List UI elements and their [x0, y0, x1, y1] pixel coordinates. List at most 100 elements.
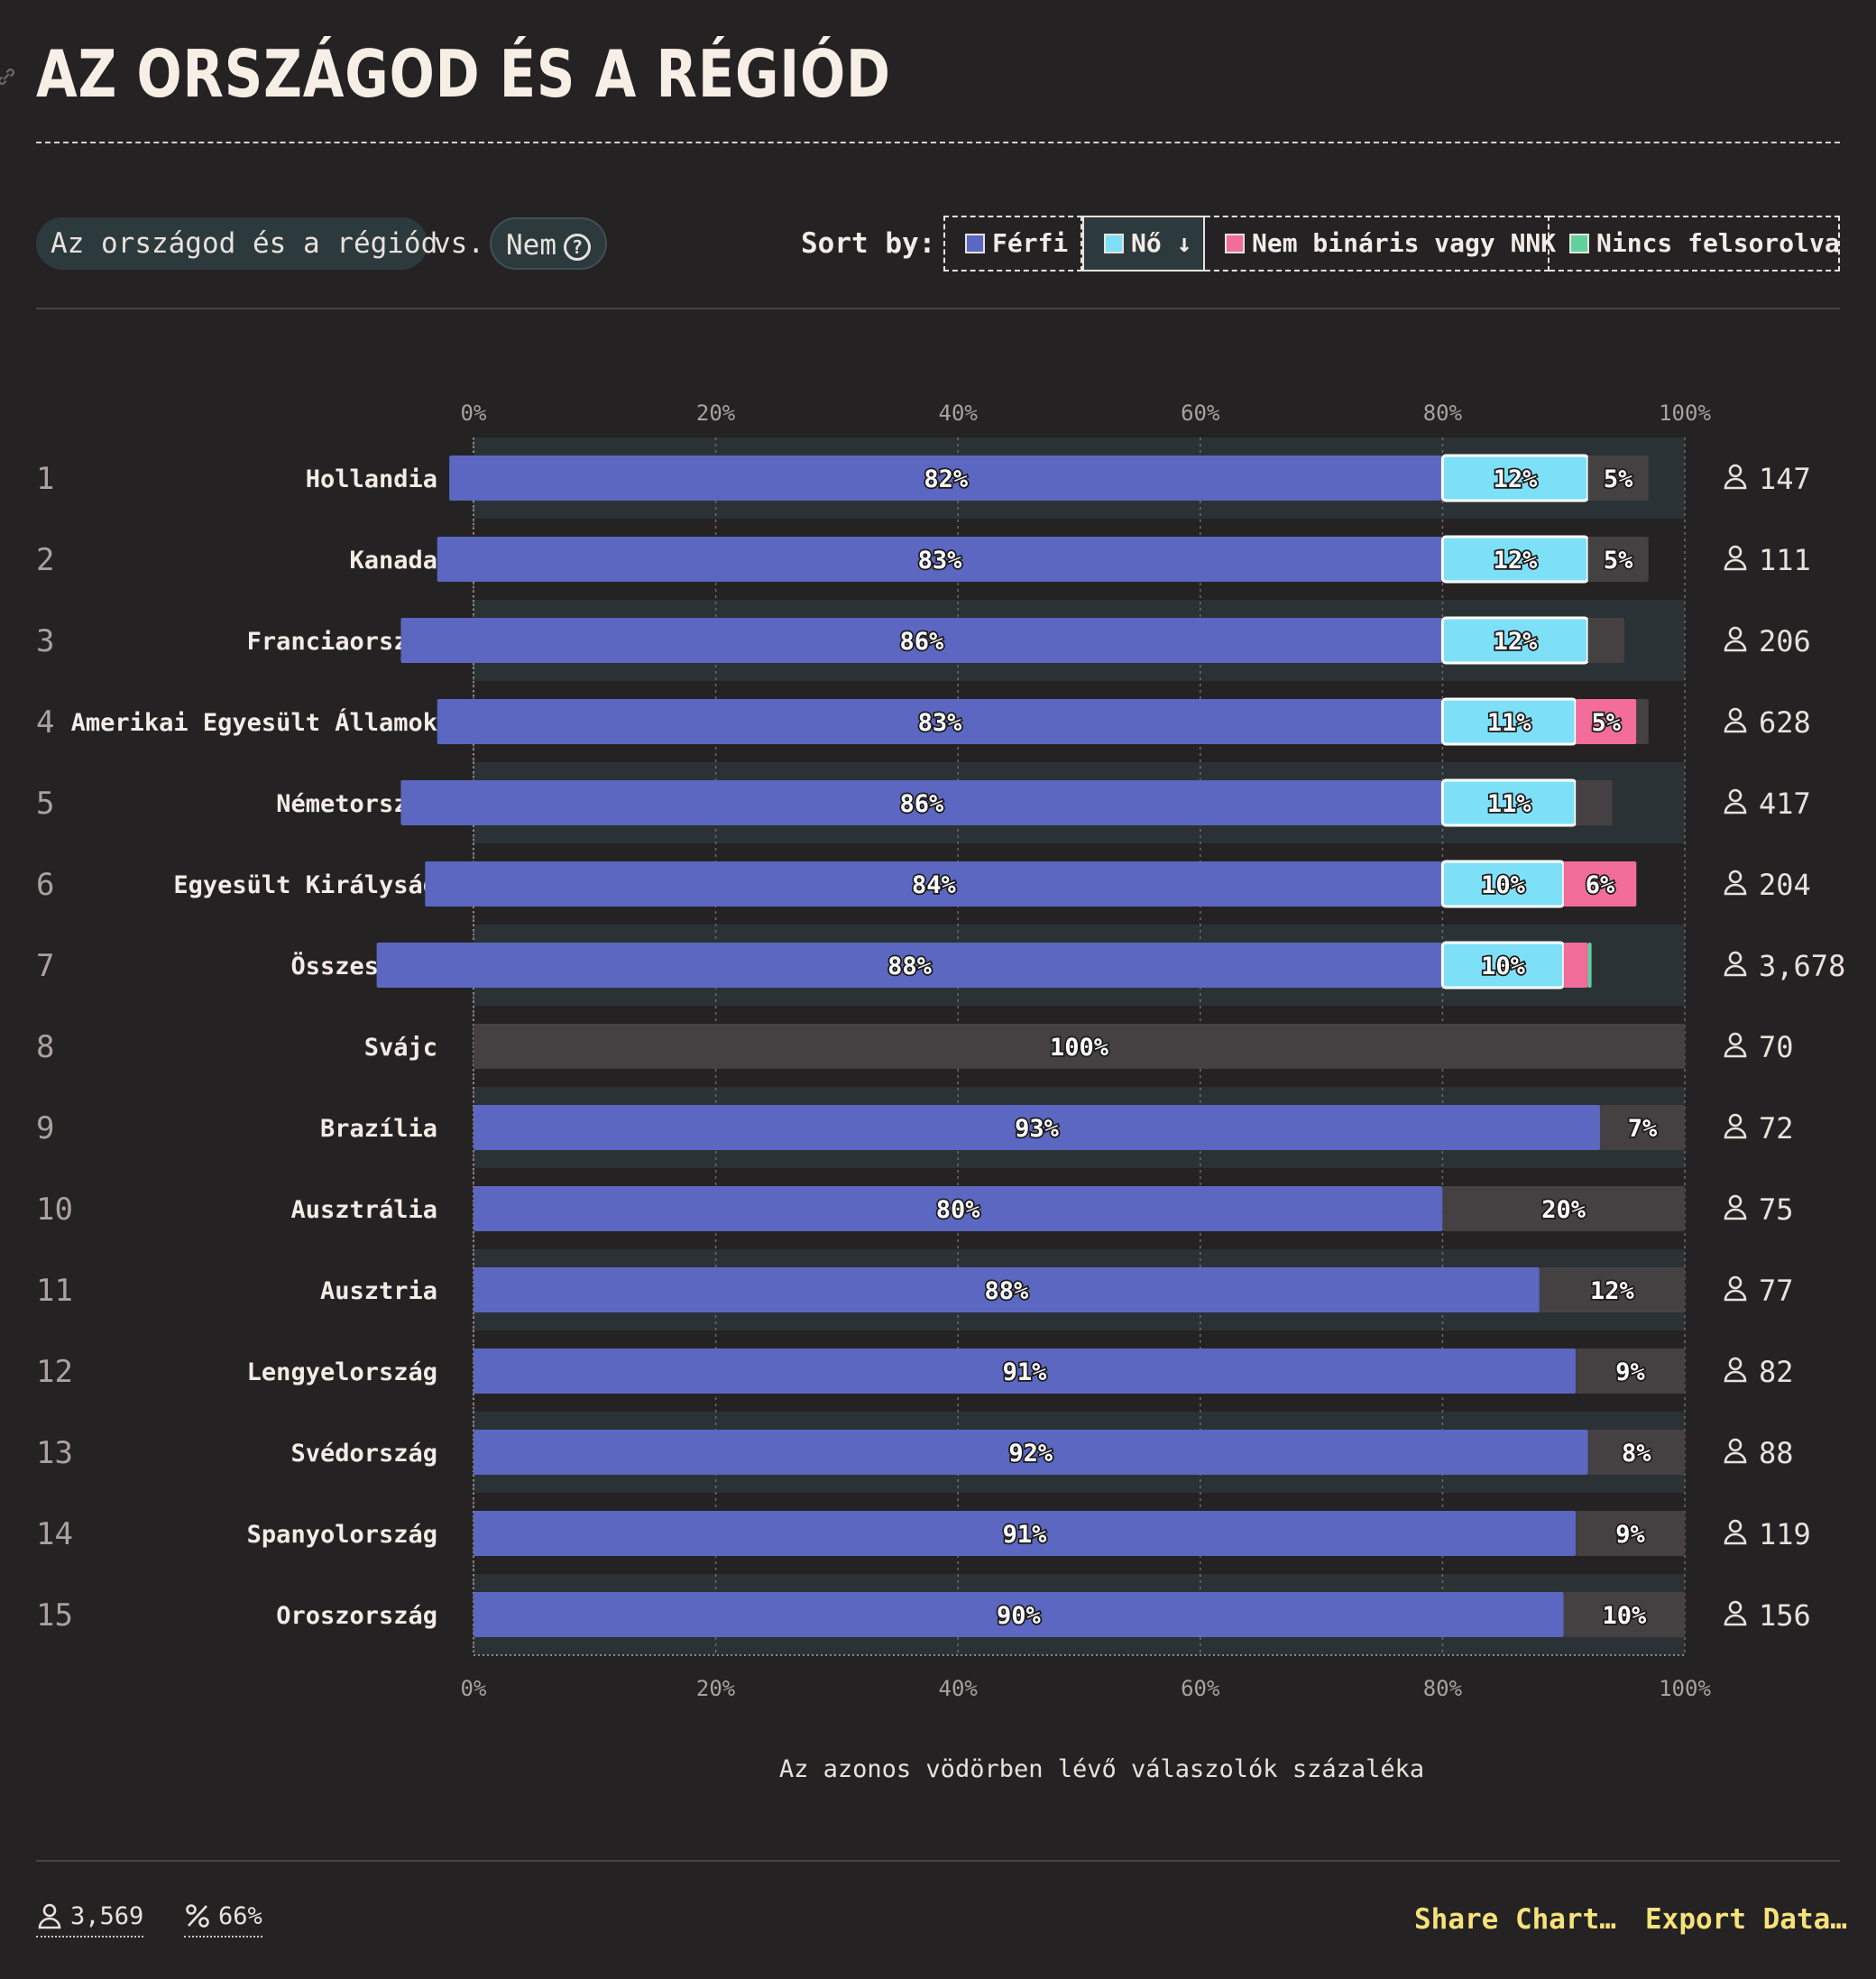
data-label: 80%: [936, 1196, 981, 1224]
group-select-label: Az országod és a régiód: [51, 227, 438, 260]
bar-segment: [1442, 1186, 1685, 1231]
category-label: Svájc: [364, 1034, 437, 1062]
rank-label: 10: [36, 1192, 73, 1228]
x-tick-label-bottom: 60%: [1181, 1676, 1220, 1701]
person-icon: [1724, 788, 1747, 815]
total-respondents-value: 3,569: [70, 1902, 144, 1930]
sort-option-label: Nő ↓: [1131, 228, 1192, 258]
bar-segment: [1563, 1592, 1685, 1637]
category-label: Spanyolország: [247, 1521, 437, 1549]
data-label: 91%: [1003, 1358, 1048, 1386]
ferfi-swatch: [965, 234, 985, 253]
bar-segment: [1587, 456, 1649, 501]
category-label: Ausztrália: [290, 1196, 437, 1224]
data-label: 10%: [1481, 953, 1526, 980]
compare-select[interactable]: Nem?: [490, 217, 607, 270]
respondent-count: 204: [1759, 868, 1811, 902]
bar-segment: [1636, 699, 1649, 744]
rank-label: 1: [36, 461, 54, 497]
bar-segment: [1576, 780, 1613, 825]
bar-segment: [474, 1267, 1540, 1312]
person-icon: [1724, 545, 1747, 571]
percent-value: 66%: [218, 1902, 262, 1930]
bar-segment: [1563, 861, 1637, 907]
title-divider: [36, 142, 1840, 143]
respondent-count: 111: [1759, 543, 1811, 577]
data-label: 10%: [1481, 871, 1526, 899]
sort-button-nem-binaris[interactable]: Nem bináris vagy NNK: [1205, 216, 1556, 272]
group-select[interactable]: Az országod és a régiód: [36, 217, 437, 270]
x-tick-label-bottom: 100%: [1659, 1676, 1711, 1701]
data-label: 86%: [900, 790, 945, 818]
bar-segment: [474, 1348, 1577, 1394]
data-label: 90%: [997, 1602, 1042, 1630]
respondent-count: 75: [1759, 1192, 1794, 1227]
sort-button-no[interactable]: Nő ↓: [1082, 216, 1205, 272]
bar-segment: [474, 1592, 1564, 1637]
data-label: 92%: [1008, 1440, 1053, 1468]
bar-segment: [1587, 537, 1649, 582]
data-label: 9%: [1615, 1358, 1645, 1386]
person-icon: [1724, 951, 1747, 977]
footer-divider: [36, 1860, 1840, 1862]
sort-button-ferfi[interactable]: Férfi: [943, 216, 1082, 272]
rank-label: 3: [36, 623, 54, 659]
person-icon: [1724, 1438, 1747, 1464]
respondent-count: 77: [1759, 1274, 1794, 1308]
rank-label: 7: [36, 948, 54, 984]
bar-segment: [1576, 699, 1637, 744]
total-respondents[interactable]: 3,569: [36, 1900, 144, 1938]
category-label: Egyesült Királyság: [173, 871, 437, 899]
share-chart-button[interactable]: Share Chart…: [1414, 1903, 1616, 1936]
percent-icon: [186, 1904, 209, 1928]
x-tick-label-top: 100%: [1659, 400, 1711, 426]
page-title: AZ ORSZÁGOD ÉS A RÉGIÓD: [36, 36, 891, 112]
data-label: 12%: [1590, 1277, 1635, 1305]
data-label: 83%: [918, 547, 963, 575]
person-icon: [1724, 1194, 1747, 1220]
bar-segment: [1599, 1105, 1685, 1150]
data-label: 100%: [1050, 1034, 1109, 1062]
category-label: Brazília: [320, 1115, 437, 1143]
help-icon[interactable]: ?: [564, 233, 591, 261]
data-label: 20%: [1541, 1196, 1586, 1224]
bar-segment: [1576, 1511, 1685, 1556]
data-label: 82%: [924, 465, 969, 493]
vs-label: vs.: [434, 227, 484, 260]
x-tick-label-top: 20%: [696, 400, 736, 426]
category-label: Kanada: [349, 547, 437, 575]
nem-binaris-swatch: [1225, 234, 1245, 253]
data-label: 5%: [1604, 465, 1633, 493]
rank-label: 8: [36, 1029, 54, 1065]
respondent-count: 156: [1759, 1598, 1811, 1633]
respondent-count: 3,678: [1759, 949, 1845, 983]
sort-button-nincs-felsorolva[interactable]: Nincs felsorolva: [1550, 216, 1840, 272]
data-label: 11%: [1487, 790, 1532, 818]
sort-option-label: Nem bináris vagy NNK: [1252, 228, 1557, 258]
bar-segment: [1587, 943, 1592, 988]
sort-option-label: Nincs felsorolva: [1596, 228, 1840, 258]
data-label: 6%: [1586, 871, 1615, 899]
bar-segment: [1576, 1348, 1685, 1394]
no-swatch: [1104, 234, 1124, 253]
x-tick-label-bottom: 0%: [461, 1676, 487, 1701]
bar-segment: [474, 1186, 1443, 1231]
data-label: 5%: [1591, 709, 1621, 737]
person-icon: [1724, 464, 1747, 490]
rank-label: 6: [36, 867, 54, 903]
x-axis-title: Az azonos vödörben lévő válaszolók száza…: [779, 1755, 1424, 1783]
chart-controls: Az országod és a régiód vs. Nem? Sort by…: [36, 216, 1840, 272]
export-data-button[interactable]: Export Data…: [1645, 1903, 1847, 1936]
link-icon[interactable]: [0, 65, 18, 88]
person-icon: [1724, 1357, 1747, 1383]
data-label: 93%: [1015, 1115, 1060, 1143]
controls-divider: [36, 308, 1840, 309]
data-label: 86%: [900, 628, 945, 656]
x-tick-label-bottom: 20%: [696, 1676, 736, 1701]
data-label: 83%: [918, 709, 963, 737]
bar-segment: [400, 618, 1443, 663]
data-label: 88%: [985, 1277, 1030, 1305]
data-label: 11%: [1487, 709, 1532, 737]
bar-segment: [376, 943, 1443, 988]
percent-stat[interactable]: 66%: [184, 1900, 262, 1938]
